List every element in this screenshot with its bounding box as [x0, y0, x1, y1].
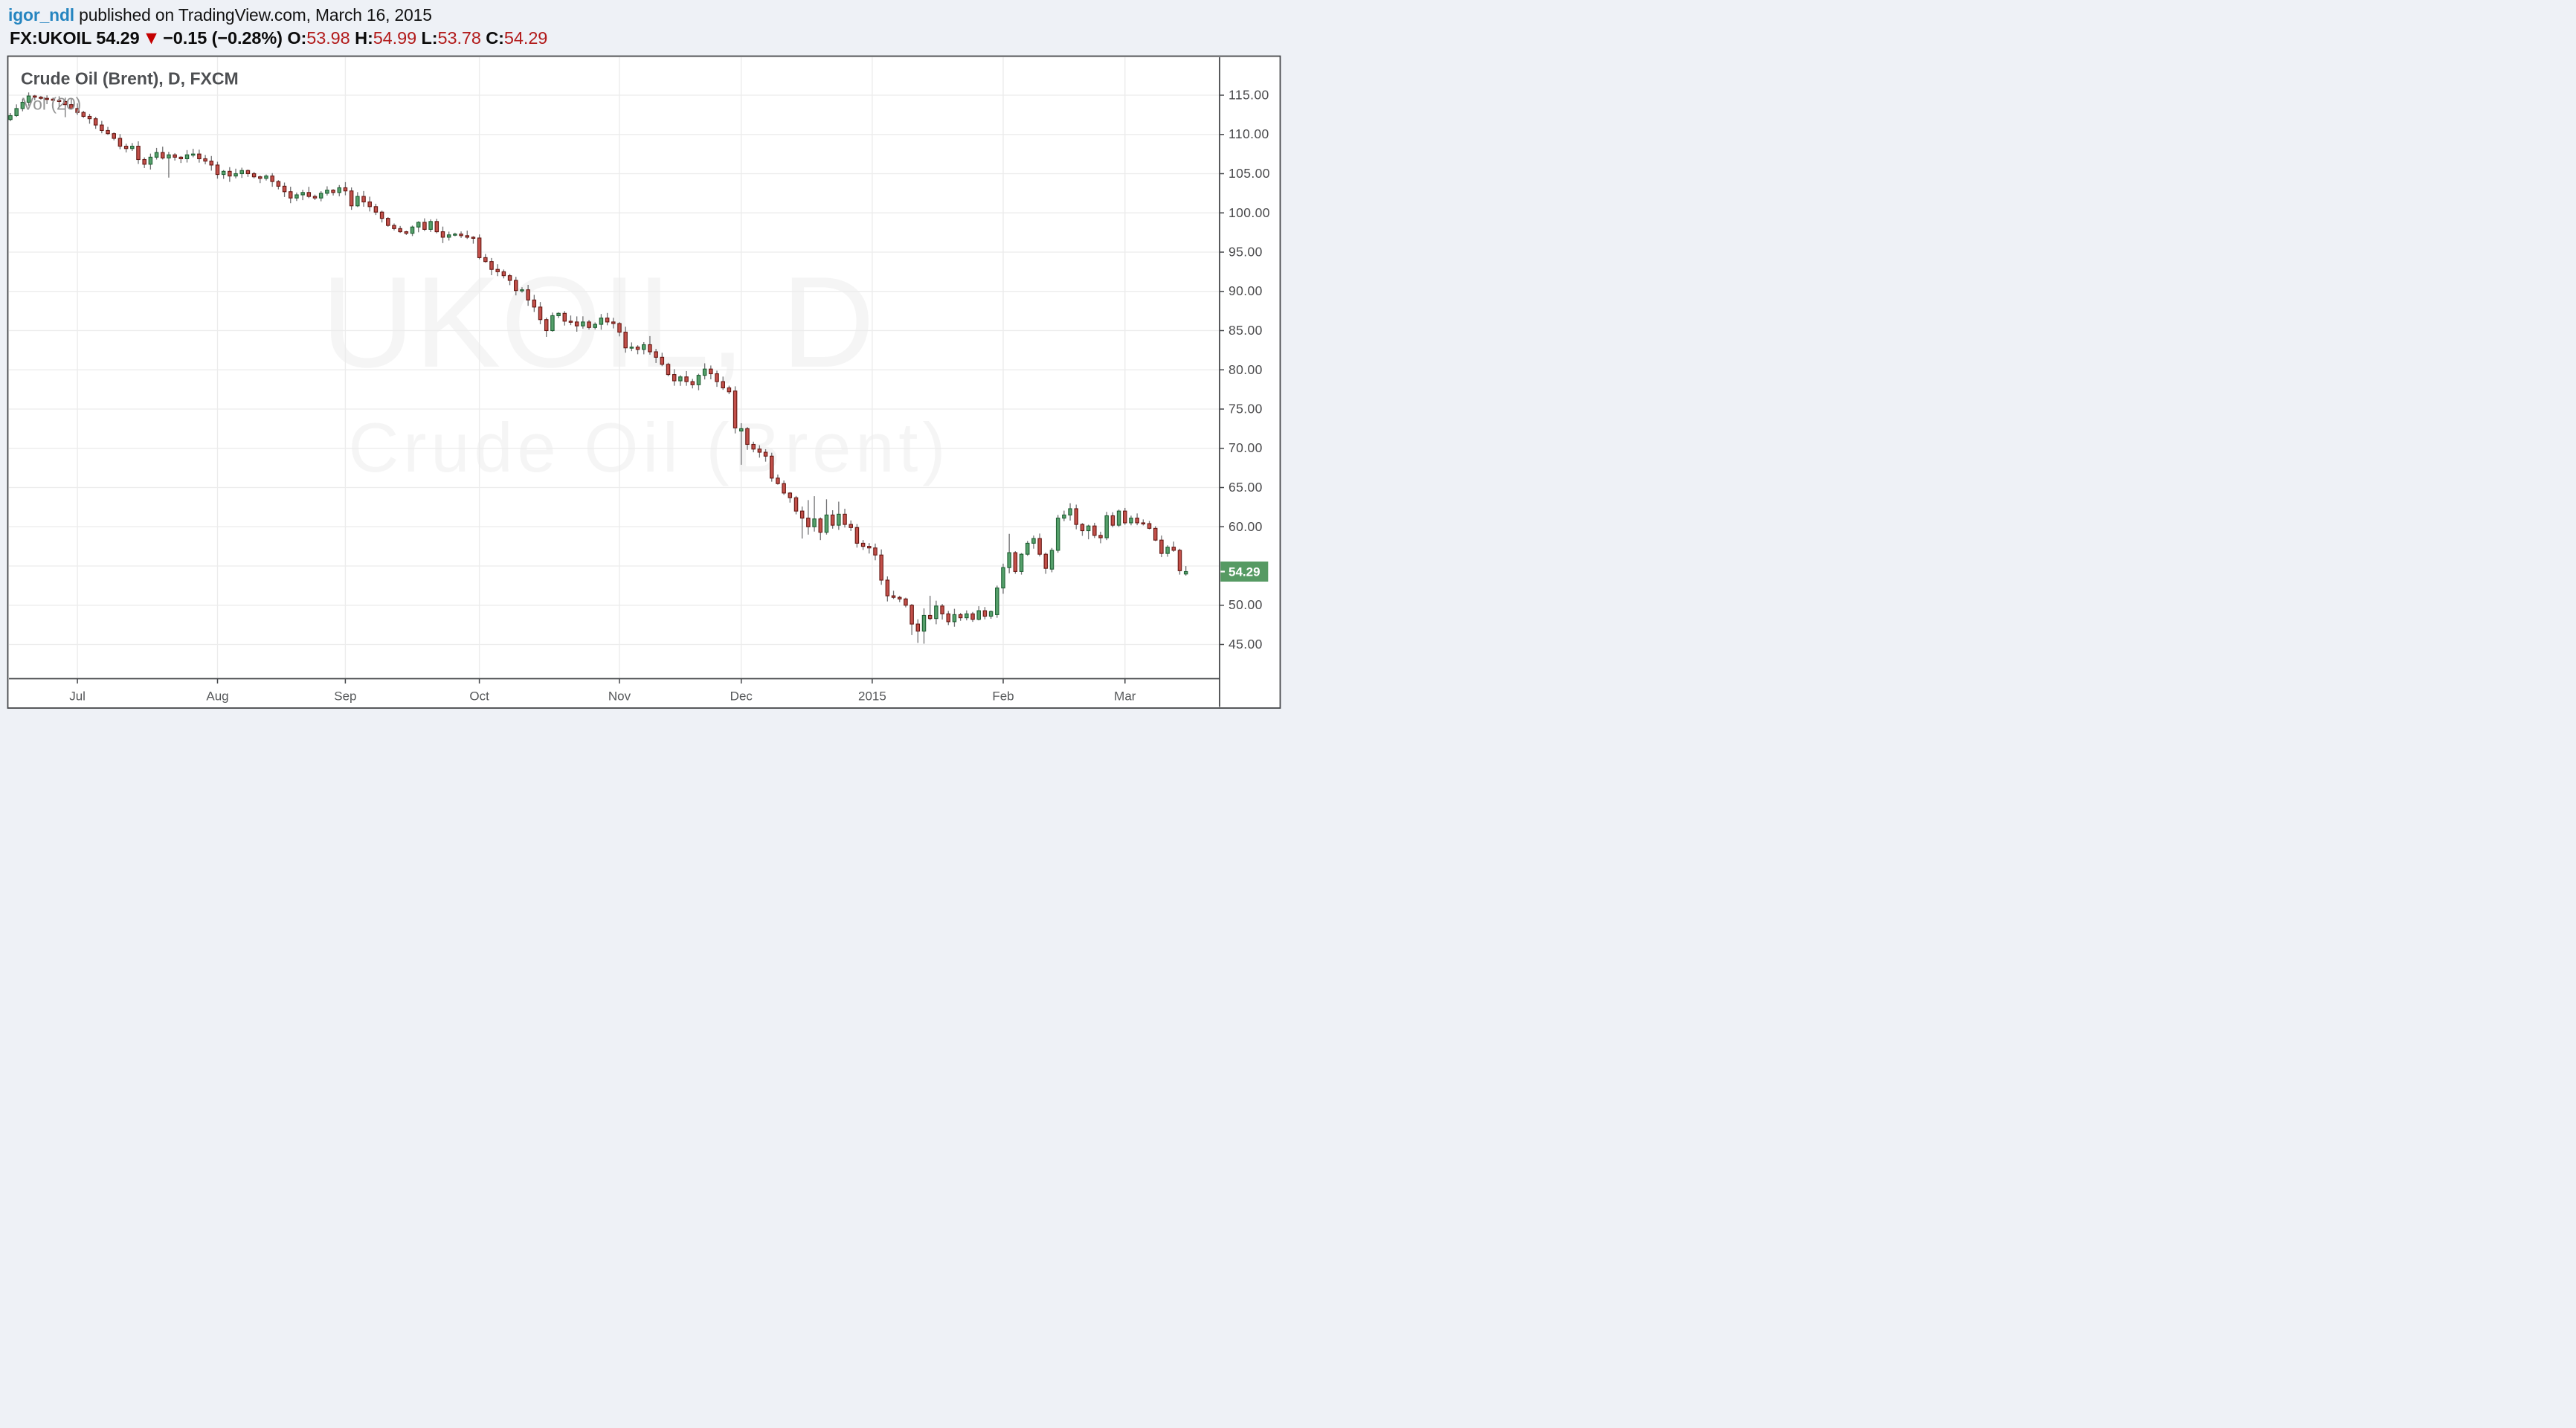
svg-text:Mar: Mar — [1114, 689, 1136, 704]
svg-text:70.00: 70.00 — [1229, 440, 1263, 455]
svg-text:95.00: 95.00 — [1229, 245, 1263, 260]
svg-text:80.00: 80.00 — [1229, 362, 1263, 377]
svg-text:Oct: Oct — [469, 689, 489, 704]
svg-text:Nov: Nov — [608, 689, 631, 704]
svg-text:Crude Oil (Brent): Crude Oil (Brent) — [349, 408, 946, 486]
svg-text:60.00: 60.00 — [1229, 519, 1263, 534]
svg-text:110.00: 110.00 — [1229, 126, 1269, 141]
svg-text:115.00: 115.00 — [1229, 88, 1269, 103]
svg-text:Sep: Sep — [334, 689, 356, 704]
svg-text:Jul: Jul — [69, 689, 86, 704]
svg-text:Vol (20): Vol (20) — [22, 94, 81, 114]
svg-text:105.00: 105.00 — [1229, 166, 1270, 181]
svg-text:2015: 2015 — [858, 689, 886, 704]
svg-text:100.00: 100.00 — [1229, 205, 1270, 220]
svg-text:90.00: 90.00 — [1229, 283, 1263, 298]
svg-text:54.29: 54.29 — [1229, 565, 1260, 579]
svg-text:Crude Oil (Brent), D, FXCM: Crude Oil (Brent), D, FXCM — [21, 69, 239, 89]
svg-text:UKOIL, D: UKOIL, D — [321, 249, 875, 394]
svg-text:Dec: Dec — [730, 689, 753, 704]
svg-text:50.00: 50.00 — [1229, 597, 1263, 612]
svg-text:Feb: Feb — [992, 689, 1014, 704]
svg-text:75.00: 75.00 — [1229, 402, 1263, 416]
svg-text:Aug: Aug — [206, 689, 228, 704]
svg-text:45.00: 45.00 — [1229, 637, 1263, 652]
svg-text:65.00: 65.00 — [1229, 480, 1263, 495]
svg-text:85.00: 85.00 — [1229, 323, 1263, 338]
